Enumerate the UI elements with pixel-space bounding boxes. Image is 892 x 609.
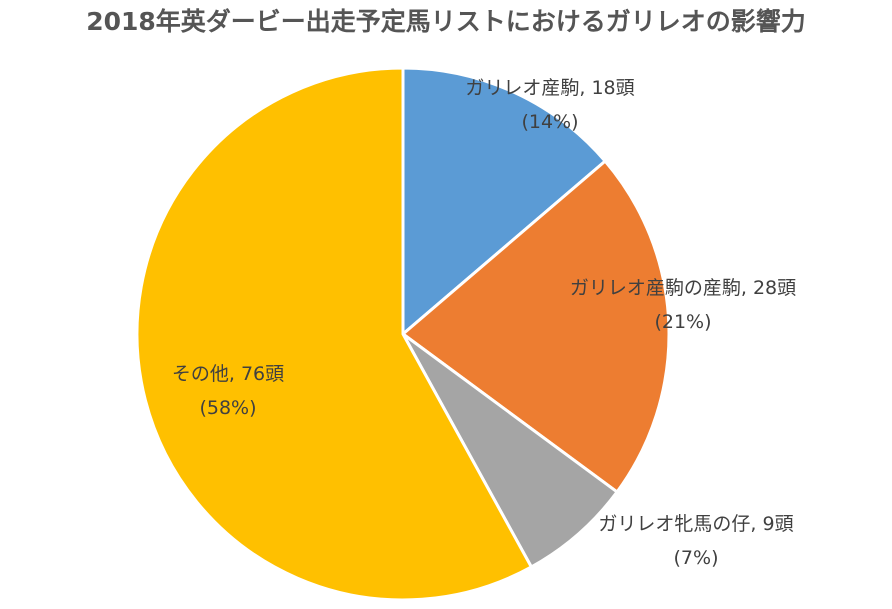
slice-label-2: ガリレオ産駒の産駒, 28頭 bbox=[570, 277, 796, 299]
slice-percent-4: (58%) bbox=[199, 397, 256, 419]
chart-title: 2018年英ダービー出走予定馬リストにおけるガリレオの影響力 bbox=[86, 7, 806, 36]
pie-slice-1 bbox=[401, 66, 607, 336]
slice-percent-2: (21%) bbox=[654, 311, 711, 333]
pie-slice-2 bbox=[401, 159, 671, 494]
slice-label-1: ガリレオ産駒, 18頭 bbox=[465, 77, 634, 99]
slice-percent-3: (7%) bbox=[674, 547, 719, 569]
slice-percent-1: (14%) bbox=[521, 111, 578, 133]
slice-label-3: ガリレオ牝馬の仔, 9頭 bbox=[598, 513, 793, 535]
pie-slice-3 bbox=[401, 332, 619, 569]
pie-slice-4 bbox=[135, 66, 533, 602]
slice-label-4: その他, 76頭 bbox=[172, 363, 284, 385]
